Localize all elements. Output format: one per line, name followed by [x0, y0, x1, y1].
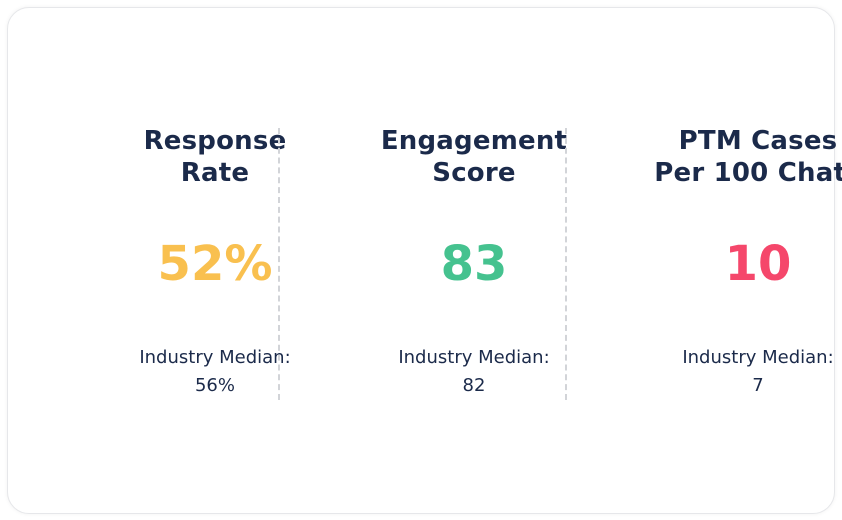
metric-title-line: Engagement: [380, 126, 568, 156]
industry-median: Industry Median: 7: [608, 344, 842, 400]
column-divider: [278, 128, 280, 400]
metric-title-line: Score: [432, 158, 516, 188]
metric-response-rate: Response Rate 52% Industry Median: 56%: [65, 8, 365, 513]
industry-median-value: 7: [752, 375, 764, 396]
column-divider: [565, 128, 567, 400]
metrics-card: Response Rate 52% Industry Median: 56% E…: [7, 7, 842, 514]
metric-title-line: Rate: [180, 158, 250, 188]
metric-title-line: Per 100 Chats: [654, 158, 842, 188]
metric-value: 83: [440, 236, 508, 292]
metric-title-line: PTM Cases: [678, 126, 838, 156]
metric-title: Engagement Score: [324, 125, 624, 189]
metric-title: Response Rate: [65, 125, 365, 189]
industry-median-label: Industry Median:: [682, 347, 834, 368]
industry-median-value: 56%: [194, 375, 235, 396]
industry-median: Industry Median: 82: [324, 344, 624, 400]
metric-title: PTM Cases Per 100 Chats: [608, 125, 842, 189]
industry-median-label: Industry Median:: [398, 347, 550, 368]
metric-engagement-score: Engagement Score 83 Industry Median: 82: [324, 8, 624, 513]
metric-ptm-cases: PTM Cases Per 100 Chats 10 Industry Medi…: [608, 8, 842, 513]
industry-median-value: 82: [462, 375, 486, 396]
industry-median: Industry Median: 56%: [65, 344, 365, 400]
metric-value: 10: [724, 236, 792, 292]
metric-title-line: Response: [143, 126, 287, 156]
industry-median-label: Industry Median:: [139, 347, 291, 368]
metric-value: 52%: [157, 236, 273, 292]
